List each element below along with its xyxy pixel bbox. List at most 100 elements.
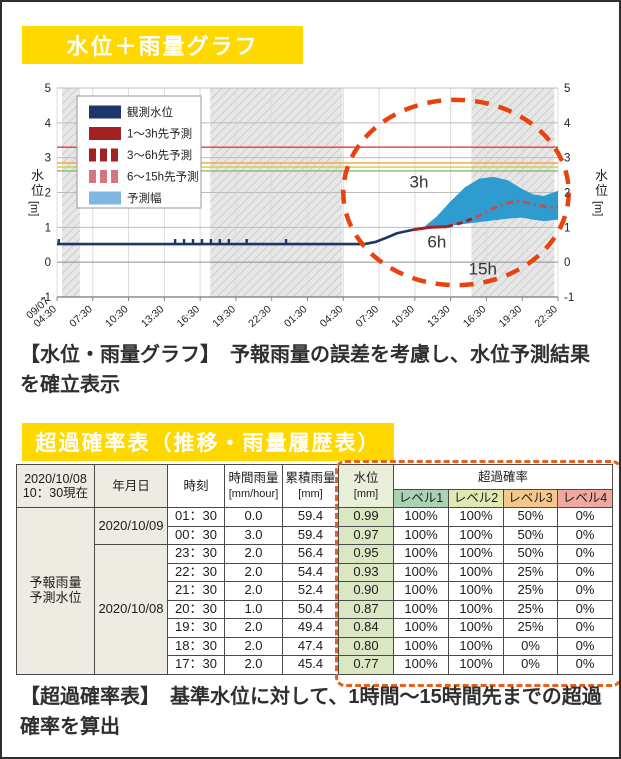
svg-text:-1: -1 [564, 292, 574, 304]
svg-text:4: 4 [564, 118, 571, 130]
legend-label: 1～3h先予測 [127, 127, 192, 141]
svg-text:-1: -1 [41, 292, 51, 304]
water-level-cell: 0.95 [338, 544, 394, 564]
chart-series [57, 176, 559, 246]
cumulative-rain-cell: 59.4 [282, 525, 339, 545]
time-cell: 23：30 [167, 544, 225, 564]
level4-probability-cell: 0% [556, 636, 614, 656]
cumulative-rain-cell: 49.4 [282, 618, 339, 638]
level4-probability-cell: 0% [556, 544, 614, 564]
legend-label: 観測水位 [127, 105, 173, 119]
svg-text:位: 位 [595, 183, 608, 198]
series-6～15h先予測 [474, 199, 559, 219]
svg-text:10:30: 10:30 [103, 303, 131, 330]
level1-probability-cell: 100% [393, 655, 449, 675]
series-1～3h先予測 [412, 225, 448, 232]
level3-probability-cell: 0% [503, 636, 558, 656]
svg-text:09/0704:30: 09/0704:30 [24, 295, 59, 330]
current-time-header: 2020/10/08 10：30現在 [16, 464, 95, 508]
svg-text:07:30: 07:30 [67, 303, 95, 330]
hourly-rain-cell: 1.0 [224, 599, 283, 619]
svg-text:13:30: 13:30 [139, 303, 167, 330]
level4-probability-cell: 0% [556, 618, 614, 638]
svg-text:4: 4 [45, 118, 52, 130]
row-group-label: 予報雨量 予測水位 [16, 507, 95, 675]
svg-text:0: 0 [564, 257, 570, 269]
table-section-title: 超過確率表（推移・雨量履歴表） [35, 432, 381, 455]
time-cell: 18：30 [167, 636, 225, 656]
cumulative-rain-cell: 52.4 [282, 581, 339, 601]
svg-text:水: 水 [31, 168, 44, 183]
level4-probability-cell: 0% [556, 525, 614, 545]
chart-caption: 【水位・雨量グラフ】 予報雨量の誤差を考慮し、水位予測結果を確立表示 [20, 344, 590, 396]
annotation-3h: 3h [409, 172, 428, 191]
level1-probability-cell: 100% [393, 618, 449, 638]
svg-text:0: 0 [45, 257, 51, 269]
time-cell: 20：30 [167, 599, 225, 619]
svg-text:5: 5 [45, 83, 51, 95]
level2-probability-cell: 100% [448, 599, 504, 619]
svg-text:07:30: 07:30 [354, 303, 382, 330]
level3-probability-cell: 0% [503, 655, 558, 675]
table-row: 18：30 2.0 47.4 0.80 100% 100% 0% 0% [17, 636, 614, 656]
legend-label: 6～15h先予測 [127, 170, 199, 184]
hourly-rain-cell: 2.0 [224, 581, 283, 601]
svg-text:16:30: 16:30 [461, 303, 489, 330]
col-header-date: 年月日 [94, 464, 168, 508]
forecast-highlight-ellipse [341, 97, 571, 288]
level4-probability-cell: 0% [556, 599, 614, 619]
water-level-cell: 0.84 [338, 618, 394, 638]
col-header-water-level: 水位 [mm] [338, 464, 394, 508]
level1-probability-cell: 100% [393, 636, 449, 656]
hourly-rain-cell: 2.0 [224, 544, 283, 564]
hourly-rain-cell: 3.0 [224, 525, 283, 545]
water-level-cell: 0.87 [338, 599, 394, 619]
cumulative-rain-cell: 45.4 [282, 655, 339, 675]
hourly-rain-cell: 2.0 [224, 562, 283, 582]
chart-annotations: 3h 6h 15h [409, 172, 496, 278]
water-level-cell: 0.97 [338, 525, 394, 545]
time-cell: 21：30 [167, 581, 225, 601]
level4-probability-cell: 0% [556, 655, 614, 675]
level3-probability-cell: 25% [503, 581, 558, 601]
table-header-row-2: レベル1 レベル2 レベル3 レベル4 [17, 489, 614, 508]
date-cell: 2020/10/09 [94, 507, 168, 545]
svg-text:19:30: 19:30 [210, 303, 238, 330]
svg-text:2: 2 [564, 188, 570, 200]
level1-probability-cell: 100% [393, 581, 449, 601]
level1-probability-cell: 100% [393, 562, 449, 582]
cumulative-rain-cell: 56.4 [282, 544, 339, 564]
level4-probability-cell: 0% [556, 562, 614, 582]
date-cell: 2020/10/08 [94, 544, 168, 675]
svg-text:16:30: 16:30 [175, 303, 203, 330]
series-観測水位 [57, 228, 414, 246]
cumulative-rain-cell: 50.4 [282, 599, 339, 619]
time-cell: 00：30 [167, 525, 225, 545]
svg-text:19:30: 19:30 [497, 303, 525, 330]
time-cell: 01：30 [167, 507, 225, 527]
level2-probability-cell: 100% [448, 562, 504, 582]
svg-text:2: 2 [45, 188, 51, 200]
level2-probability-cell: 100% [448, 636, 504, 656]
water-level-cell: 0.93 [338, 562, 394, 582]
hourly-rain-cell: 2.0 [224, 618, 283, 638]
svg-text:5: 5 [564, 83, 570, 95]
legend-label: 予測幅 [127, 191, 162, 205]
level3-probability-cell: 25% [503, 599, 558, 619]
exceedance-probability-table: 2020/10/08 10：30現在 年月日 時刻 時間雨量 [mm/hour]… [16, 464, 614, 675]
level4-probability-cell: 0% [556, 581, 614, 601]
water-level-cell: 0.90 [338, 581, 394, 601]
water-level-cell: 0.99 [338, 507, 394, 527]
level1-probability-cell: 100% [393, 599, 449, 619]
svg-text:01:30: 01:30 [282, 303, 310, 330]
axis-titles: 水位 [m] 水位 [m] [28, 168, 608, 216]
col-header-level1: レベル1 [393, 489, 449, 508]
table-row: 17：30 2.0 45.4 0.77 100% 100% 0% 0% [17, 655, 614, 675]
level2-probability-cell: 100% [448, 507, 504, 527]
level1-probability-cell: 100% [393, 544, 449, 564]
svg-text:[m]: [m] [28, 201, 40, 216]
level3-probability-cell: 50% [503, 525, 558, 545]
hourly-rain-cell: 2.0 [224, 655, 283, 675]
